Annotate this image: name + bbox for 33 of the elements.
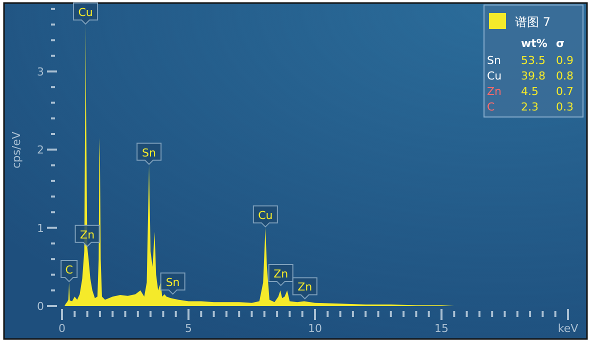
annotation: Zn: [487, 85, 502, 98]
annotation: 0.9: [556, 54, 574, 67]
annotation: Sn: [166, 276, 180, 290]
annotation: C: [487, 100, 495, 114]
x-tick-label: 10: [308, 322, 322, 335]
annotation: σ: [556, 37, 565, 50]
legend-label: 谱图 7: [515, 15, 550, 29]
annotation: 0.3: [556, 100, 574, 114]
y-tick-label: 1: [37, 222, 44, 235]
x-tick-label: 0: [58, 322, 66, 335]
annotation: 4.5: [521, 85, 538, 98]
annotation: wt%: [521, 37, 548, 50]
annotation: Cu: [258, 208, 273, 222]
y-tick-label: 2: [37, 144, 44, 157]
annotation: Cu: [78, 6, 93, 19]
y-tick-label: 0: [37, 300, 44, 313]
annotation: 0.8: [556, 70, 574, 82]
annotation: Sn: [142, 146, 156, 160]
annotation: Zn: [298, 280, 312, 294]
annotation: Cu: [487, 70, 502, 82]
annotation: C: [65, 264, 74, 277]
x-tick-label: 5: [185, 322, 192, 335]
x-tick-label: 15: [434, 322, 448, 335]
annotation: Zn: [274, 267, 288, 280]
annotation: Sn: [487, 54, 501, 67]
y-axis-title: cps/eV: [10, 131, 23, 168]
y-tick-label: 3: [37, 65, 44, 78]
annotation: 39.8: [521, 70, 546, 82]
annotation: 2.3: [521, 100, 538, 114]
annotation: 0.7: [556, 85, 574, 98]
x-tick-label: keV: [558, 322, 579, 335]
annotation: 53.5: [521, 54, 546, 67]
annotation: Zn: [80, 228, 95, 242]
